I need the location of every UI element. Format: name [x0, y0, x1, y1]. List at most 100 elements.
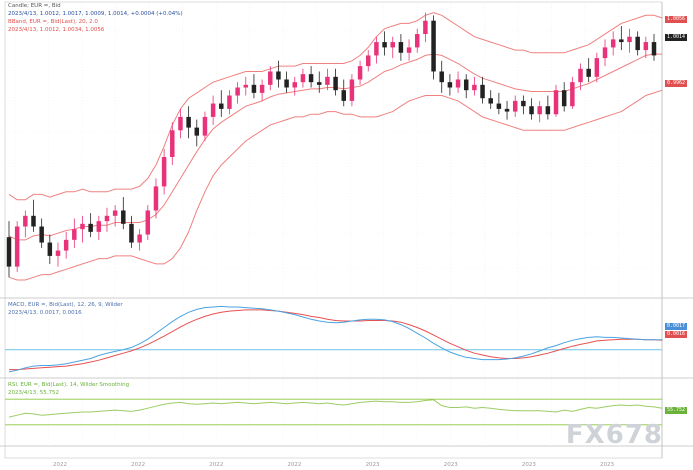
candle-3 — [31, 199, 36, 232]
candle-74 — [610, 31, 616, 56]
legend-bband-values: 2023/4/13, 1.0012, 1.0034, 1.0056 — [8, 27, 105, 33]
candle-body-9 — [80, 223, 85, 230]
candle-body-34 — [284, 79, 289, 88]
candle-body-46 — [382, 42, 387, 48]
candle-57 — [472, 76, 477, 96]
candle-33 — [276, 60, 281, 88]
candle-body-6 — [55, 250, 61, 256]
x-tick-label-6: 2023 — [522, 462, 536, 468]
candles — [6, 12, 657, 278]
candle-13 — [112, 205, 118, 227]
candle-39 — [325, 68, 330, 91]
candle-23 — [194, 119, 200, 147]
candle-78 — [643, 36, 649, 59]
x-tick-label-4: 2023 — [366, 462, 380, 468]
candle-body-37 — [308, 74, 314, 83]
candle-66 — [545, 95, 551, 120]
watermark-logo: FX678 — [565, 420, 663, 450]
candle-body-22 — [186, 116, 191, 128]
x-tick-label-0: 2022 — [53, 462, 67, 468]
candle-6 — [55, 242, 61, 267]
candle-76 — [627, 28, 632, 53]
candle-65 — [537, 100, 542, 123]
candle-body-23 — [194, 127, 200, 136]
candle-42 — [349, 74, 355, 107]
upper-band-tag: 1.0056 — [665, 16, 688, 23]
candle-35 — [292, 76, 298, 96]
candle-8 — [72, 218, 77, 248]
candle-75 — [619, 26, 624, 51]
candle-20 — [170, 122, 175, 166]
macd-tag: 0.0017 — [665, 323, 688, 330]
candle-body-77 — [635, 36, 640, 51]
rsi-line — [5, 398, 663, 426]
candle-72 — [594, 52, 600, 83]
candle-61 — [504, 100, 510, 120]
candle-18 — [153, 178, 159, 219]
candle-body-32 — [268, 71, 273, 85]
candle-body-25 — [210, 103, 216, 117]
candle-50 — [414, 28, 420, 53]
candle-25 — [210, 95, 216, 125]
candle-41 — [341, 79, 346, 107]
plot-border — [4, 1, 663, 459]
candle-22 — [186, 106, 191, 139]
x-tick-label-1: 2022 — [131, 462, 145, 468]
candle-1 — [14, 221, 20, 272]
candle-63 — [521, 95, 526, 115]
candle-body-18 — [153, 186, 159, 211]
candle-51 — [423, 12, 428, 43]
candle-29 — [243, 76, 249, 96]
macd-signal-line — [9, 309, 663, 371]
candle-body-41 — [341, 90, 346, 101]
x-tick-label-7: 2023 — [600, 462, 614, 468]
candle-body-36 — [300, 74, 306, 83]
candle-77 — [635, 31, 640, 56]
candle-body-44 — [365, 55, 371, 67]
candle-69 — [570, 76, 575, 109]
candle-19 — [161, 148, 167, 195]
candle-7 — [63, 231, 69, 259]
candle-4 — [39, 218, 44, 248]
x-tick-label-3: 2022 — [287, 462, 301, 468]
candle-79 — [651, 34, 657, 61]
legend-candle: Candle; EUR =, Bid — [8, 3, 61, 9]
signal-tag: 0.0016 — [665, 331, 688, 338]
candle-body-49 — [406, 47, 412, 53]
candle-body-17 — [145, 210, 151, 235]
candle-body-74 — [610, 39, 616, 48]
candle-62 — [512, 95, 518, 117]
candle-58 — [480, 76, 485, 104]
candle-body-12 — [104, 215, 110, 222]
candle-5 — [47, 234, 53, 264]
candle-15 — [129, 215, 134, 248]
candle-body-5 — [47, 242, 53, 256]
candle-body-15 — [129, 223, 134, 243]
legend-rsi-values: 2023/4/13, 55.752 — [8, 390, 59, 396]
candle-43 — [357, 60, 363, 85]
candle-body-78 — [643, 42, 649, 51]
candle-body-67 — [553, 90, 559, 115]
candle-body-42 — [349, 79, 355, 101]
candle-64 — [529, 98, 534, 120]
candle-59 — [488, 90, 493, 109]
candle-16 — [137, 229, 142, 251]
candle-body-51 — [423, 20, 428, 35]
candle-body-53 — [439, 71, 444, 83]
candle-34 — [284, 71, 289, 93]
candle-28 — [235, 82, 240, 104]
legend-rsi: RSI, EUR =, Bid(Last), 14, Wilder Smooth… — [8, 382, 130, 388]
candle-body-16 — [137, 234, 142, 243]
candle-32 — [268, 66, 273, 91]
candle-body-75 — [619, 39, 624, 43]
candle-body-73 — [602, 47, 608, 59]
candle-body-13 — [112, 210, 118, 216]
candle-body-50 — [414, 34, 420, 48]
candle-body-66 — [545, 106, 551, 115]
candle-body-69 — [570, 82, 575, 107]
candle-17 — [145, 205, 151, 240]
candle-body-43 — [357, 66, 363, 80]
candle-body-59 — [488, 98, 493, 104]
candle-60 — [496, 92, 502, 115]
